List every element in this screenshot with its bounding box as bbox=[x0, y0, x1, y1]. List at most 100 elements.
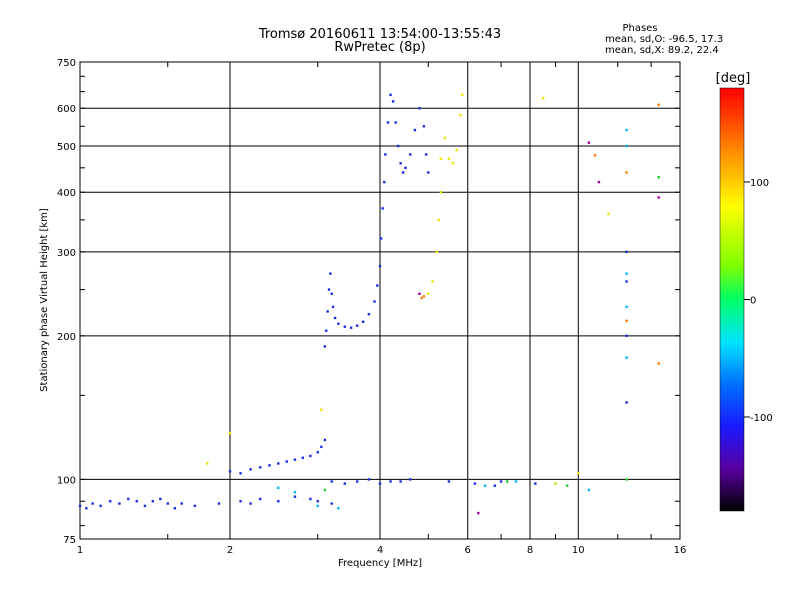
data-point bbox=[367, 478, 371, 481]
y-tick-label: 100 bbox=[57, 475, 76, 486]
data-point bbox=[373, 300, 376, 303]
data-point bbox=[389, 93, 392, 97]
data-point bbox=[325, 329, 328, 332]
data-point bbox=[239, 472, 242, 475]
data-point bbox=[159, 497, 162, 501]
data-point bbox=[180, 502, 183, 505]
data-point bbox=[593, 154, 597, 157]
x-tick-label: 4 bbox=[377, 545, 383, 556]
data-points bbox=[78, 93, 660, 515]
data-point bbox=[413, 128, 417, 132]
data-point bbox=[625, 401, 628, 404]
data-point bbox=[461, 93, 464, 97]
data-point bbox=[355, 324, 359, 327]
data-point bbox=[505, 480, 509, 483]
data-point bbox=[99, 504, 102, 508]
data-point bbox=[320, 445, 323, 449]
data-point bbox=[477, 511, 480, 515]
data-point bbox=[625, 334, 628, 338]
data-point bbox=[268, 464, 271, 467]
data-point bbox=[259, 466, 262, 469]
data-point bbox=[439, 157, 443, 161]
chart-subtitle: RwPretec (8p) bbox=[334, 40, 425, 55]
data-point bbox=[625, 144, 628, 148]
data-point bbox=[459, 114, 462, 117]
data-point bbox=[396, 144, 400, 148]
data-point bbox=[143, 504, 147, 508]
data-point bbox=[337, 322, 340, 325]
data-point bbox=[349, 326, 353, 329]
data-point bbox=[381, 207, 384, 210]
data-point bbox=[401, 171, 405, 174]
y-tick-label: 75 bbox=[63, 535, 76, 546]
data-point bbox=[427, 171, 430, 174]
data-point bbox=[597, 180, 601, 184]
data-point bbox=[293, 458, 297, 461]
data-point bbox=[249, 468, 252, 471]
data-point bbox=[316, 504, 319, 508]
data-point bbox=[285, 460, 288, 463]
data-point bbox=[301, 456, 305, 459]
data-point bbox=[577, 472, 580, 475]
data-point bbox=[409, 478, 412, 481]
data-point bbox=[293, 495, 297, 498]
data-point bbox=[657, 362, 660, 365]
data-point bbox=[379, 237, 383, 240]
data-point bbox=[422, 295, 426, 298]
y-tick-label: 300 bbox=[57, 248, 76, 259]
data-point bbox=[327, 288, 331, 291]
data-point bbox=[418, 107, 421, 110]
data-point bbox=[277, 486, 280, 490]
data-point bbox=[166, 502, 169, 505]
data-point bbox=[277, 462, 280, 465]
data-point bbox=[447, 157, 451, 161]
data-point bbox=[333, 316, 337, 320]
chart-title: Tromsø 20160611 13:54:00-13:55:43 bbox=[258, 27, 501, 42]
x-axis-label: Frequency [MHz] bbox=[338, 558, 422, 569]
data-point bbox=[85, 507, 88, 510]
data-point bbox=[259, 497, 262, 501]
x-tick-label: 8 bbox=[527, 545, 533, 556]
colorbar-label: [deg] bbox=[716, 71, 751, 86]
x-tick-label: 16 bbox=[674, 545, 687, 556]
data-point bbox=[565, 484, 569, 487]
data-point bbox=[422, 125, 426, 128]
data-point bbox=[399, 480, 402, 483]
x-tick-label: 6 bbox=[465, 545, 471, 556]
colorbar-ticks: 100 0 -100 bbox=[744, 178, 773, 424]
data-point bbox=[625, 272, 628, 275]
data-point bbox=[355, 480, 359, 483]
data-point bbox=[657, 176, 660, 179]
y-axis-label: Stationary phase Virtual Height [km] bbox=[39, 208, 50, 392]
data-point bbox=[383, 180, 386, 184]
data-point bbox=[409, 153, 412, 156]
data-point bbox=[443, 136, 447, 140]
data-point bbox=[625, 128, 628, 132]
data-point bbox=[109, 500, 112, 503]
data-point bbox=[657, 196, 660, 199]
data-point bbox=[367, 312, 371, 316]
data-point bbox=[217, 502, 221, 505]
phases-heading: Phases bbox=[622, 23, 657, 34]
x-tick-label: 1 bbox=[77, 545, 83, 556]
data-point bbox=[439, 191, 443, 194]
phases-x-line: mean, sd,X: 89.2, 22.4 bbox=[605, 45, 719, 56]
data-point bbox=[473, 482, 477, 485]
data-point bbox=[587, 488, 591, 492]
data-point bbox=[384, 153, 387, 156]
colorbar-tick-label: 0 bbox=[750, 296, 756, 307]
data-point bbox=[320, 408, 323, 411]
data-point bbox=[205, 462, 209, 465]
data-point bbox=[78, 504, 82, 508]
data-point bbox=[309, 454, 312, 458]
colorbar-tick-label: 100 bbox=[750, 178, 769, 189]
data-point bbox=[337, 507, 340, 510]
data-point bbox=[330, 292, 333, 295]
data-point bbox=[309, 497, 312, 501]
data-point bbox=[625, 305, 628, 309]
data-point bbox=[499, 480, 503, 483]
data-point bbox=[378, 264, 382, 268]
data-point bbox=[193, 504, 197, 508]
x-tick-label: 10 bbox=[572, 545, 585, 556]
